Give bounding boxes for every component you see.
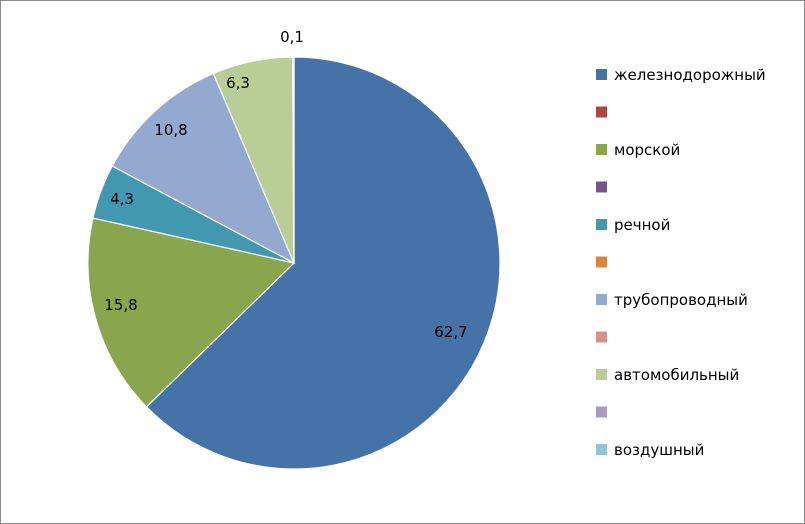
legend-swatch-9 bbox=[596, 406, 607, 418]
legend-swatch-4 bbox=[596, 219, 607, 230]
legend-swatch-5 bbox=[596, 256, 607, 268]
legend-label-4: речной bbox=[614, 216, 670, 234]
legend-label-0: железнодорожный bbox=[614, 66, 766, 84]
data-label-2: 15,8 bbox=[104, 296, 137, 314]
legend-swatch-0 bbox=[596, 69, 607, 80]
legend-swatch-2 bbox=[596, 144, 607, 155]
pie-slices bbox=[87, 56, 501, 470]
data-label-8: 6,3 bbox=[226, 74, 250, 92]
data-label-6: 10,8 bbox=[154, 121, 187, 139]
legend-label-8: автомобильный bbox=[614, 366, 739, 384]
pie-slice-6 bbox=[111, 72, 296, 265]
data-label-10: 0,1 bbox=[280, 28, 304, 46]
pie-slice-10 bbox=[292, 56, 295, 264]
data-label-0: 62,7 bbox=[434, 323, 467, 341]
legend-swatch-3 bbox=[596, 181, 607, 193]
data-labels: 62,7 15,8 4,3 10,8 6,3 0,1 bbox=[104, 28, 467, 341]
pie-slice-0 bbox=[145, 56, 501, 470]
legend-label-6: трубопроводный bbox=[614, 291, 748, 309]
legend-swatch-6 bbox=[596, 294, 607, 305]
legend-label-10: воздушный bbox=[614, 441, 704, 459]
legend: железнодорожный морской речной трубопроводн… bbox=[596, 66, 766, 459]
legend-swatch-1 bbox=[596, 106, 607, 118]
data-label-4: 4,3 bbox=[110, 190, 134, 208]
legend-swatch-8 bbox=[596, 369, 607, 380]
legend-label-2: морской bbox=[614, 141, 680, 159]
legend-swatch-7 bbox=[596, 331, 607, 343]
pie-slice-2 bbox=[87, 217, 296, 408]
legend-swatch-10 bbox=[596, 444, 607, 455]
